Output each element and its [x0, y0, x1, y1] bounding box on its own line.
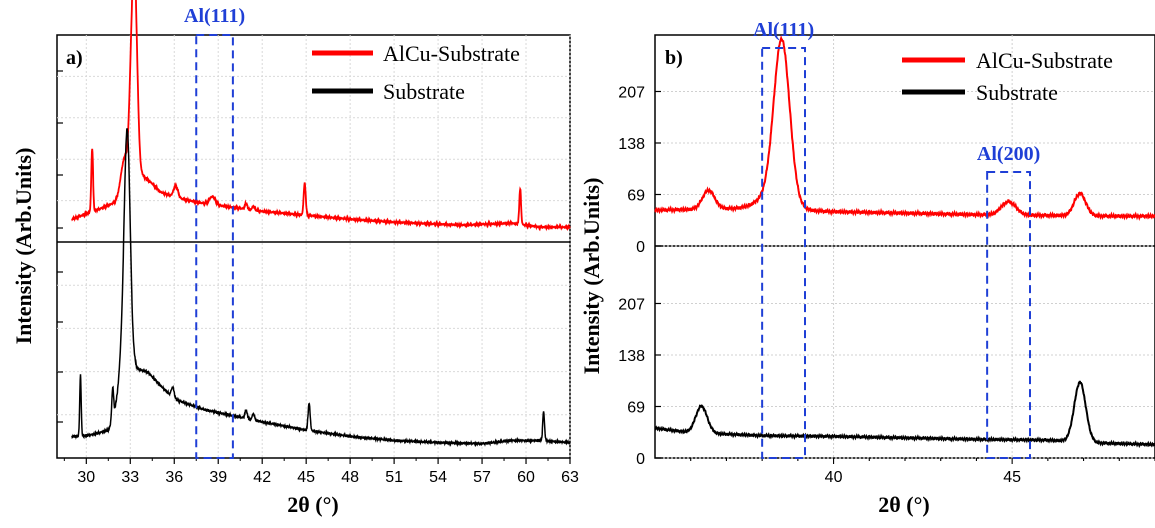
- panel-a: 30 33 36 39 42 45 48 51 54 57 60 63 Al(111) a) AlCu…: [11, 0, 579, 517]
- annotation-label-al111: Al(111): [184, 5, 245, 27]
- annotation-box-al111: [195, 34, 234, 459]
- y-tick-label: 207: [618, 84, 645, 101]
- x-tick-label: 60: [517, 469, 535, 486]
- panel-a-x-ticks: 30 33 36 39 42 45 48 51 54 57 60 63: [63, 458, 579, 486]
- panel-b-label: b): [665, 47, 683, 69]
- panel-a-x-axis-title: 2θ (°): [287, 492, 338, 517]
- annotation-box-al111: [761, 47, 807, 459]
- y-tick-label: 207: [618, 296, 645, 313]
- panel-a-label: a): [66, 47, 83, 69]
- series-line-substrate-a: [71, 128, 571, 448]
- panel-b-y-ticks: 0 69 138 207 0 69 138 207: [618, 84, 661, 468]
- panel-a-legend: AlCu-Substrate Substrate: [312, 41, 520, 104]
- x-tick-label: 48: [341, 469, 359, 486]
- x-tick-label: 42: [253, 469, 271, 486]
- x-tick-label: 33: [121, 469, 139, 486]
- series-line-alcu-substrate-b: [654, 34, 1155, 221]
- x-tick-label: 45: [1003, 469, 1021, 486]
- annotation-box-al200: [986, 171, 1032, 459]
- legend-label-alcu-substrate: AlCu-Substrate: [976, 48, 1113, 73]
- series-line-substrate-b: [654, 380, 1155, 449]
- panel-a-frame: [56, 34, 571, 459]
- panel-a-y-axis-title: Intensity (Arb.Units): [11, 148, 36, 345]
- x-tick-label: 36: [165, 469, 183, 486]
- panel-b-y-axis-title: Intensity (Arb.Units): [579, 178, 604, 375]
- y-tick-label: 69: [627, 187, 645, 204]
- y-tick-label: 138: [618, 136, 645, 153]
- series-line-alcu-substrate-a: [71, 0, 571, 232]
- panel-a-grid: [57, 35, 571, 458]
- x-tick-label: 57: [473, 469, 491, 486]
- panel-b-x-axis-title: 2θ (°): [878, 492, 929, 517]
- x-tick-label: 30: [77, 469, 95, 486]
- annotation-label-al200: Al(200): [977, 143, 1040, 165]
- panel-b-legend: AlCu-Substrate Substrate: [902, 48, 1113, 105]
- y-tick-label: 0: [636, 451, 645, 468]
- panel-a-annotations: Al(111): [184, 5, 245, 459]
- x-tick-label: 51: [385, 469, 403, 486]
- legend-label-substrate: Substrate: [383, 79, 465, 104]
- x-tick-label: 63: [561, 469, 579, 486]
- annotation-label-al111: Al(111): [753, 19, 814, 41]
- panel-b: 0 69 138 207 0 69 138 207 40 45 Al(111) Al(200) b…: [579, 19, 1155, 517]
- legend-label-substrate: Substrate: [976, 80, 1058, 105]
- x-tick-label: 40: [825, 469, 843, 486]
- x-tick-label: 54: [429, 469, 447, 486]
- y-tick-label: 0: [636, 239, 645, 256]
- panel-b-x-ticks: 40 45: [690, 458, 1155, 486]
- legend-label-alcu-substrate: AlCu-Substrate: [383, 41, 520, 66]
- y-tick-label: 69: [627, 399, 645, 416]
- x-tick-label: 39: [209, 469, 227, 486]
- x-tick-label: 45: [297, 469, 315, 486]
- panel-b-annotations: Al(111) Al(200): [753, 19, 1040, 459]
- panel-a-y-ticks: [57, 70, 63, 423]
- y-tick-label: 138: [618, 348, 645, 365]
